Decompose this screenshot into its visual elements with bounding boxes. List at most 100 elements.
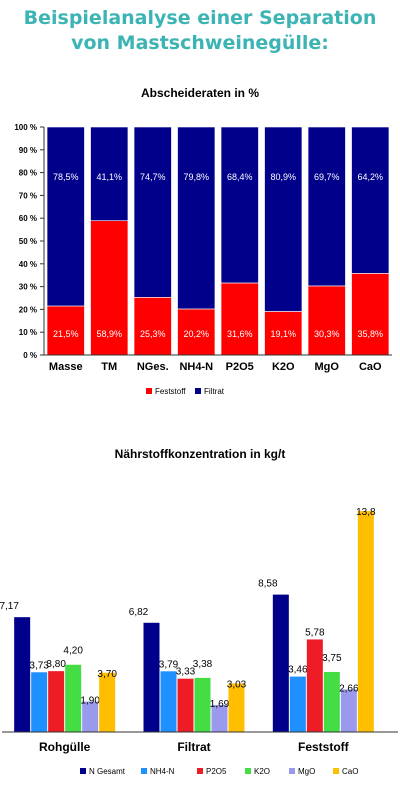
- bar-filtrat: [351, 126, 390, 274]
- data-label: 2,66: [339, 683, 359, 694]
- y-tick-label: 30 %: [19, 283, 37, 292]
- legend-swatch: [197, 768, 203, 774]
- bar-nh4-n: [289, 676, 306, 732]
- data-label: 30,3%: [314, 329, 340, 339]
- bar-mgo: [82, 701, 99, 732]
- nutrient-concentration-chart: 7,17 3,733,80 4,20 1,90 3,70 Rohgülle 6,82 3,79…: [0, 507, 398, 776]
- page-title-line2: von Mastschweinegülle:: [71, 32, 329, 54]
- data-label: 3,38: [193, 659, 213, 670]
- bar-filtrat: [264, 126, 303, 312]
- data-label: 3,70: [97, 669, 117, 680]
- bar-filtrat: [46, 126, 85, 307]
- y-tick-label: 100 %: [14, 123, 37, 132]
- legend-swatch: [333, 768, 339, 774]
- data-label: 31,6%: [227, 329, 253, 339]
- legend-swatch: [195, 388, 201, 394]
- bar-feststoff: [46, 305, 85, 356]
- data-label: 35,8%: [357, 329, 383, 339]
- bar-filtrat: [177, 126, 216, 310]
- bar-nh4-n: [160, 671, 177, 732]
- x-category-label: Feststoff: [298, 740, 350, 754]
- data-label: 3,75: [322, 653, 342, 664]
- chart1-title: Abscheideraten in %: [140, 86, 260, 100]
- y-tick-label: 90 %: [19, 146, 37, 155]
- bar-n-gesamt: [14, 617, 31, 732]
- y-tick-label: 50 %: [19, 237, 37, 246]
- bar-k2o: [65, 664, 82, 732]
- bar-filtrat: [90, 126, 129, 222]
- data-label: 7,17: [0, 601, 19, 612]
- data-label: 68,4%: [227, 172, 253, 182]
- data-label: 3,03: [227, 679, 247, 690]
- legend-label: MgO: [298, 767, 315, 776]
- y-tick-label: 40 %: [19, 260, 37, 269]
- bar-n-gesamt: [143, 622, 160, 732]
- y-tick-label: 0 %: [23, 351, 37, 360]
- data-label: 8,58: [258, 579, 278, 590]
- legend-swatch: [146, 388, 152, 394]
- legend-label: P2O5: [206, 767, 227, 776]
- bar-mgo: [211, 704, 228, 732]
- x-category-label: MgO: [315, 361, 340, 373]
- y-tick-label: 10 %: [19, 328, 37, 337]
- x-category-label: K2O: [272, 361, 295, 373]
- bar-feststoff: [307, 285, 346, 356]
- bar-p2o5: [306, 639, 323, 732]
- x-category-label: Rohgülle: [39, 740, 91, 754]
- bar-k2o: [194, 677, 211, 732]
- y-tick-label: 20 %: [19, 305, 37, 314]
- legend: Feststoff Filtrat: [146, 387, 225, 396]
- data-label: 74,7%: [140, 172, 166, 182]
- data-label: 3,80: [46, 659, 66, 670]
- bar-cao: [228, 683, 245, 732]
- bar-filtrat: [133, 126, 172, 298]
- bar-feststoff: [90, 220, 129, 356]
- x-category-label: CaO: [359, 361, 382, 373]
- x-category-label: NH4-N: [179, 361, 213, 373]
- legend-swatch: [245, 768, 251, 774]
- x-category-label: P2O5: [226, 361, 254, 373]
- data-label: 3,73: [29, 660, 49, 671]
- legend-swatch: [80, 768, 86, 774]
- data-label: 3,46: [288, 665, 308, 676]
- legend: N Gesamt NH4-N P2O5 K2O MgO CaO: [80, 767, 358, 776]
- legend-label: Feststoff: [155, 387, 186, 396]
- legend-label: NH4-N: [150, 767, 175, 776]
- data-label: 21,5%: [53, 329, 79, 339]
- data-label: 64,2%: [357, 172, 383, 182]
- y-tick-label: 80 %: [19, 169, 37, 178]
- data-label: 20,2%: [183, 329, 209, 339]
- chart2-title: Nährstoffkonzentration in kg/t: [114, 447, 286, 461]
- bar-feststoff: [351, 273, 390, 356]
- data-label: 6,82: [129, 607, 149, 618]
- bar-cao: [357, 511, 374, 732]
- bar-filtrat: [307, 126, 346, 287]
- data-label: 78,5%: [53, 172, 79, 182]
- bar-cao: [99, 672, 116, 732]
- x-category-label: Masse: [49, 361, 83, 373]
- y-tick-label: 60 %: [19, 214, 37, 223]
- data-label: 3,79: [159, 659, 179, 670]
- x-category-label: Filtrat: [177, 740, 210, 754]
- bar-p2o5: [177, 678, 194, 732]
- data-label: 69,7%: [314, 172, 340, 182]
- data-label: 58,9%: [96, 329, 122, 339]
- bar-mgo: [340, 689, 357, 732]
- data-label: 25,3%: [140, 329, 166, 339]
- bar-nh4-n: [31, 672, 48, 732]
- legend-label: Filtrat: [204, 387, 225, 396]
- legend-swatch: [141, 768, 147, 774]
- x-category-label: TM: [101, 361, 117, 373]
- data-label: 79,8%: [183, 172, 209, 182]
- bar-feststoff: [133, 297, 172, 356]
- bar-k2o: [323, 671, 340, 732]
- y-tick-label: 70 %: [19, 191, 37, 200]
- page-title-line1: Beispielanalyse einer Separation: [23, 7, 377, 29]
- bar-filtrat: [220, 126, 259, 284]
- data-label: 3,33: [176, 667, 196, 678]
- page-title: Beispielanalyse einer Separation von Mas…: [0, 6, 400, 56]
- data-label: 5,78: [305, 627, 325, 638]
- legend-label: N Gesamt: [89, 767, 126, 776]
- bar-feststoff: [220, 282, 259, 356]
- data-label: 1,90: [80, 696, 100, 707]
